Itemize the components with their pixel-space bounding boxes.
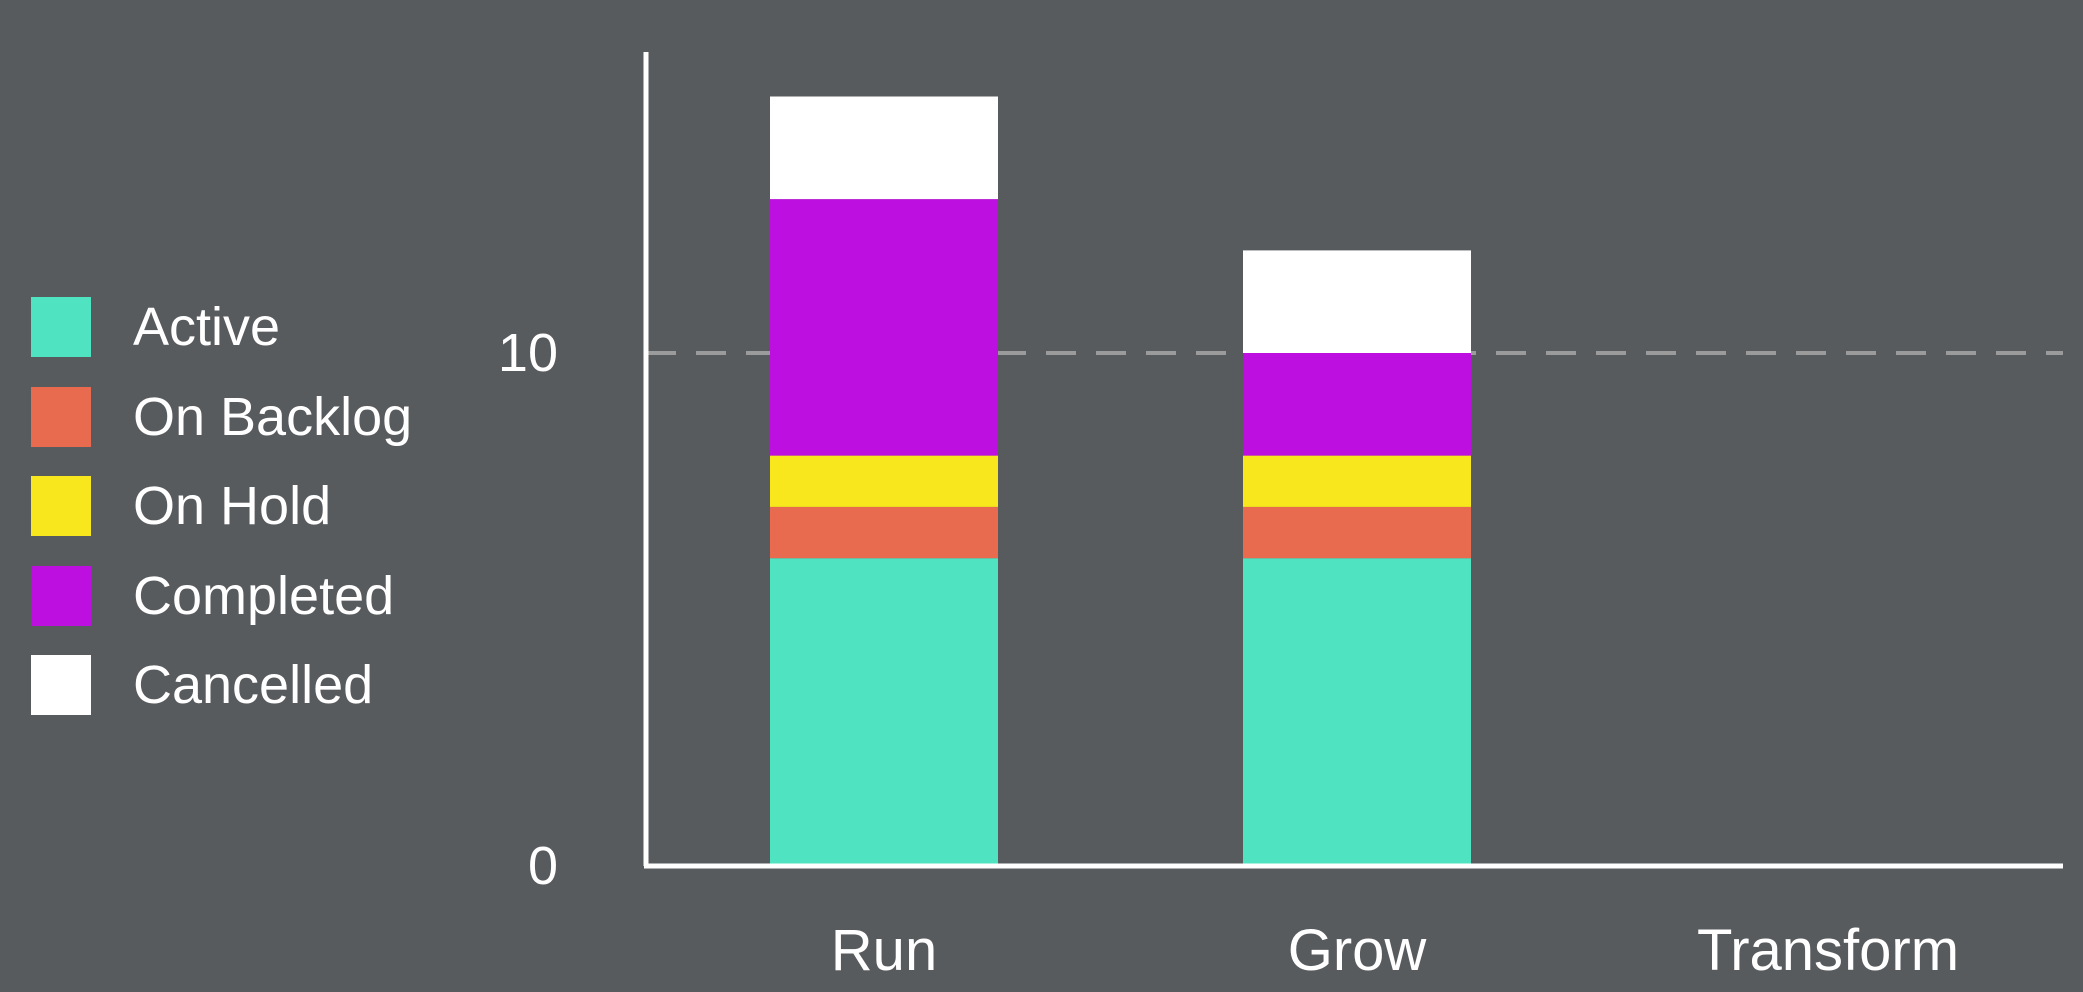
- legend-label-completed: Completed: [133, 565, 395, 626]
- bar-segment-grow-cancelled: [1243, 250, 1471, 353]
- bar-segment-grow-completed: [1243, 353, 1471, 456]
- legend-swatch-cancelled: [31, 655, 91, 715]
- legend-label-cancelled: Cancelled: [133, 655, 374, 715]
- bar-segment-run-cancelled: [770, 96, 998, 200]
- x-category-label-transform: Transform: [1697, 918, 1959, 983]
- bar-segment-run-on-hold: [770, 455, 998, 507]
- bar-segment-run-active: [770, 558, 998, 866]
- legend-item-on-backlog: On Backlog: [31, 386, 471, 477]
- bar-segment-run-completed: [770, 199, 998, 456]
- legend-swatch-on-backlog: [31, 386, 91, 447]
- legend-item-active: Active: [31, 297, 471, 387]
- chart-legend: Active On Backlog On Hold Completed Canc…: [31, 297, 471, 745]
- legend-item-cancelled: Cancelled: [31, 655, 471, 745]
- legend-swatch-completed: [31, 565, 91, 626]
- legend-item-completed: Completed: [31, 565, 471, 656]
- y-tick-label: 0: [528, 836, 558, 896]
- bar-segment-grow-active: [1243, 558, 1471, 866]
- y-tick-label: 10: [498, 323, 558, 383]
- legend-swatch-active: [31, 297, 91, 357]
- legend-item-on-hold: On Hold: [31, 476, 471, 566]
- bar-segment-grow-on-backlog: [1243, 506, 1471, 559]
- bar-segment-grow-on-hold: [1243, 455, 1471, 507]
- legend-label-on-hold: On Hold: [133, 476, 332, 536]
- x-category-label-grow: Grow: [1288, 918, 1428, 983]
- x-category-label-run: Run: [831, 918, 937, 983]
- legend-label-on-backlog: On Backlog: [133, 386, 413, 447]
- bar-segment-run-on-backlog: [770, 506, 998, 559]
- legend-swatch-on-hold: [31, 476, 91, 536]
- legend-label-active: Active: [133, 297, 281, 357]
